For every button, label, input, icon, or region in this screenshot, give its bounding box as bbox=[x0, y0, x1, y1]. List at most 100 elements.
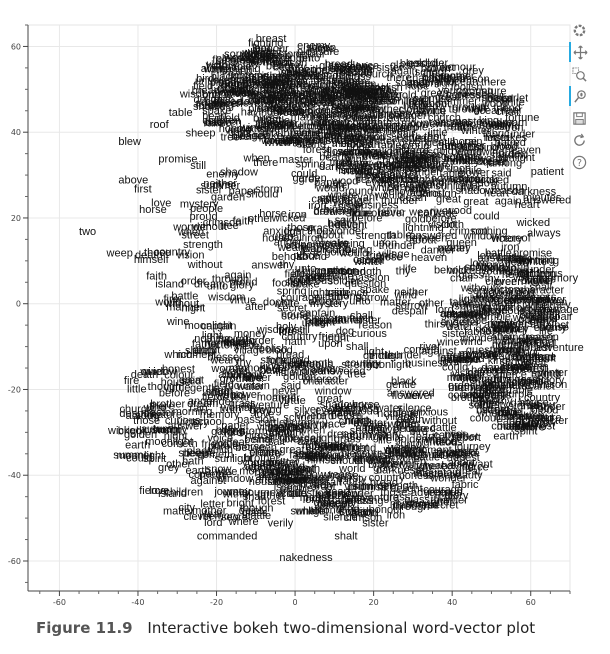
word-label: darkness bbox=[328, 62, 373, 74]
word-label: crimson bbox=[506, 410, 545, 422]
word-label: garden bbox=[339, 102, 373, 114]
word-label: moonlight bbox=[364, 359, 412, 371]
word-label: purple bbox=[248, 52, 279, 64]
word-label: danger bbox=[368, 89, 403, 101]
word-label: wisdom bbox=[434, 118, 472, 130]
word-label: there bbox=[362, 150, 387, 162]
word-label: neither bbox=[298, 64, 332, 76]
word-label: wine bbox=[166, 316, 190, 328]
word-label: fabric bbox=[339, 476, 366, 488]
word-label: fear bbox=[364, 124, 383, 136]
word-label: despair bbox=[314, 74, 350, 86]
word-label: salt bbox=[268, 436, 285, 448]
word-label: earth bbox=[125, 440, 150, 452]
word-label: great bbox=[419, 460, 444, 472]
word-label: world bbox=[338, 463, 365, 475]
word-label: himself bbox=[403, 100, 439, 112]
word-label: righteous bbox=[417, 437, 463, 449]
word-label: street bbox=[501, 362, 529, 374]
word-label: enemy bbox=[479, 396, 513, 408]
word-label: those bbox=[228, 71, 255, 83]
word-label: whereof bbox=[301, 373, 342, 385]
word-label: after bbox=[245, 301, 267, 313]
word-label: upon bbox=[396, 153, 420, 165]
word-label: when bbox=[263, 137, 290, 149]
word-label: forest bbox=[278, 325, 306, 337]
word-label: power bbox=[409, 119, 439, 131]
reset-icon[interactable] bbox=[569, 130, 589, 150]
word-label: city bbox=[243, 58, 260, 70]
word-label: having bbox=[413, 105, 445, 117]
word-label: garden bbox=[211, 426, 245, 438]
word-label: storm bbox=[152, 424, 180, 436]
word-label: iron bbox=[308, 200, 326, 212]
word-label: island bbox=[502, 361, 531, 373]
word-label: sister bbox=[454, 317, 481, 329]
word-label: before bbox=[351, 212, 382, 224]
word-label: character bbox=[303, 376, 349, 388]
word-label: bird bbox=[316, 410, 334, 422]
word-label: salt bbox=[281, 67, 298, 79]
word-label: death bbox=[497, 295, 525, 307]
word-label: king bbox=[344, 132, 364, 144]
word-label: green bbox=[399, 137, 427, 149]
word-label: reason bbox=[491, 185, 525, 197]
word-label: mountain bbox=[262, 127, 307, 139]
word-label: thou bbox=[268, 428, 289, 440]
word-label: salt bbox=[270, 92, 287, 104]
word-label: holy bbox=[276, 321, 297, 333]
word-label: there bbox=[255, 119, 280, 131]
word-label: ocean bbox=[350, 139, 380, 151]
wheel-zoom-icon[interactable] bbox=[569, 86, 589, 106]
word-label: yellow bbox=[402, 462, 433, 474]
word-label: sheep bbox=[178, 447, 208, 459]
box-zoom-icon[interactable] bbox=[569, 64, 589, 84]
labeled-word: fighting bbox=[248, 37, 283, 49]
word-label: within bbox=[274, 136, 303, 148]
word-vector-plot[interactable]: therewhenthysaiduntoupongreatlittlewould… bbox=[0, 0, 610, 612]
word-label: round bbox=[526, 338, 554, 350]
word-label: secret bbox=[251, 73, 281, 85]
word-label: rain bbox=[351, 414, 369, 426]
word-label: golden bbox=[124, 429, 157, 441]
word-label: flower bbox=[392, 390, 422, 402]
word-label: humble bbox=[331, 100, 367, 112]
word-label: being bbox=[244, 434, 271, 446]
word-label: memory bbox=[229, 362, 269, 374]
word-label: forest bbox=[349, 161, 377, 173]
bokeh-logo-icon[interactable] bbox=[569, 20, 589, 40]
word-label: fabric bbox=[377, 207, 404, 219]
word-label: hath bbox=[327, 218, 348, 230]
word-label: field bbox=[272, 79, 292, 91]
word-label: lightning bbox=[518, 255, 559, 267]
word-label: master bbox=[279, 154, 313, 166]
word-label: people bbox=[340, 67, 373, 79]
word-label: great bbox=[441, 309, 466, 321]
word-label: strength bbox=[378, 480, 418, 492]
save-icon[interactable] bbox=[569, 108, 589, 128]
word-label: pleasure bbox=[216, 53, 258, 65]
word-label: night bbox=[181, 302, 205, 314]
word-label: truth bbox=[515, 418, 537, 430]
word-label: battle bbox=[485, 247, 512, 259]
word-label: nature bbox=[290, 128, 321, 140]
word-label: answered bbox=[391, 133, 439, 145]
help-icon[interactable]: ? bbox=[569, 152, 589, 172]
word-label: cometh bbox=[189, 469, 225, 481]
pan-icon[interactable] bbox=[569, 42, 589, 62]
word-label: dog bbox=[221, 78, 239, 90]
word-label: mother bbox=[323, 70, 358, 82]
word-label: himself bbox=[324, 204, 360, 216]
word-label: shadow bbox=[472, 374, 510, 386]
word-label: eager bbox=[492, 351, 520, 363]
word-label: upon bbox=[373, 238, 397, 250]
word-label: island bbox=[158, 488, 187, 500]
word-label: wicked bbox=[474, 175, 509, 187]
word-label: holy bbox=[294, 94, 315, 106]
word-label: wind bbox=[514, 349, 538, 361]
word-label: answered bbox=[478, 252, 526, 264]
word-label: golden bbox=[483, 263, 516, 275]
word-label: about bbox=[316, 229, 344, 241]
word-label: tree bbox=[221, 132, 240, 144]
word-label: woman bbox=[450, 299, 486, 311]
